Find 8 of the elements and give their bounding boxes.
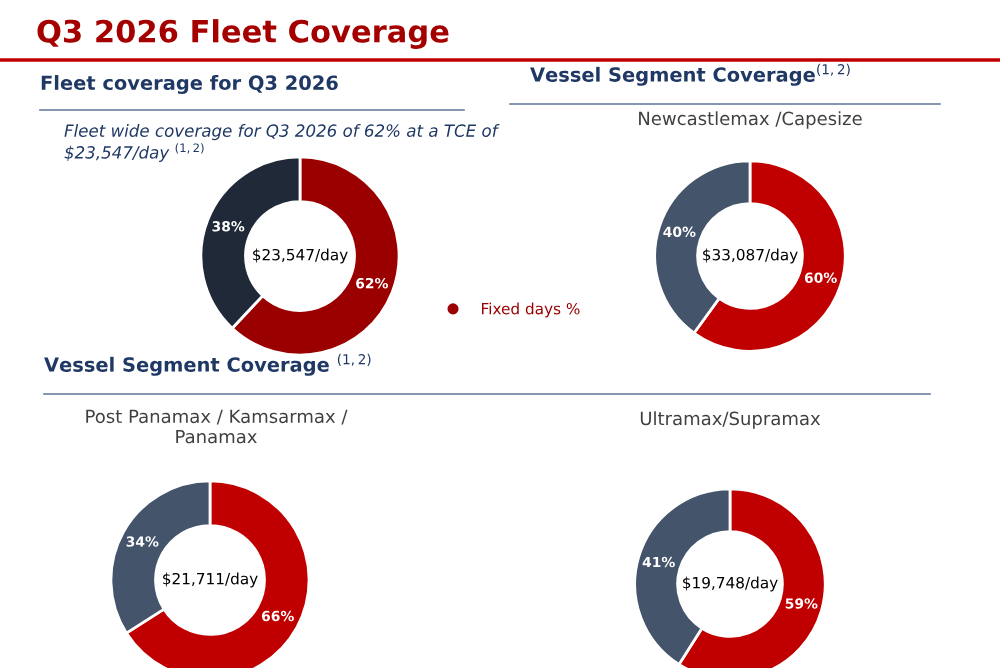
chart-title: Vessel Segment Coverage$^{(1,2)}$: [530, 63, 850, 86]
chart-subtitle: Fleet wide coverage for Q3 2026 of 62% at a TCE of $23,547/day $^{(1,2)}$: [64, 124, 500, 162]
chart-subtitle: Newcastlemax /Capesize: [639, 111, 862, 129]
text: Q3 2026 Fleet Coverage: [37, 19, 449, 49]
chart-title: Vessel Segment Coverage $^{(1,2)}$: [44, 353, 371, 376]
chart-title: Fleet coverage for Q3 2026: [41, 75, 338, 94]
chart-subtitle: Post Panamax / Kamsarmax / Panamax: [86, 409, 348, 444]
chart-subtitle: Ultramax/Supramax: [640, 411, 821, 429]
